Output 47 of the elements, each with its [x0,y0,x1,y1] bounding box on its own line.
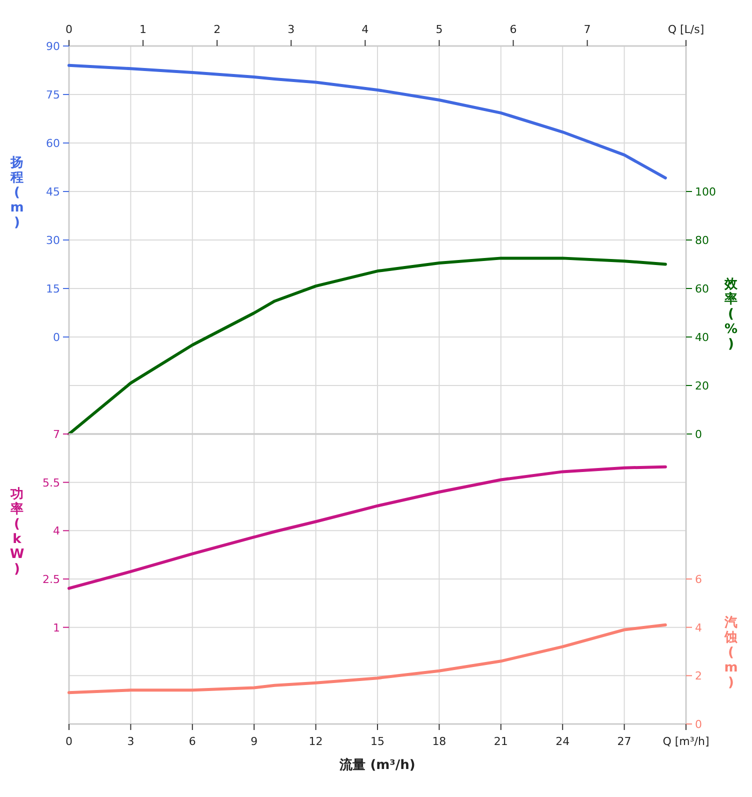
y2-tick-label: 2 [695,670,702,683]
x-tick-label: Q [m³/h] [662,735,710,748]
x-tick-label: 6 [188,735,196,748]
y-tick-label: 0 [53,331,60,344]
y-tick-label: 7 [53,428,60,441]
y-tick-label: 75 [46,88,60,102]
x-tick-label: 12 [308,735,323,748]
x2-tick-label: 7 [584,23,591,36]
x-tick-label: 9 [250,735,258,748]
x-tick-label: 27 [617,735,632,748]
x-tick-label: 15 [370,735,384,748]
x-tick-label: 24 [556,735,570,748]
y-axis-title: 扬程 (m) [10,156,24,230]
y2-tick-label: 20 [695,380,709,392]
y2-tick-label: 6 [695,573,702,586]
y-tick-label: 2.5 [42,573,60,586]
y-tick-label: 45 [46,186,60,198]
x2-tick-label: 6 [510,23,517,36]
y2-axis-title: 汽蚀 (m) [724,616,738,690]
x2-tick-label: 3 [288,23,295,36]
x2-tick-label: 5 [436,23,443,36]
y2-tick-label: 0 [695,718,702,731]
y2-tick-label: 0 [695,428,702,441]
y-tick-label: 1 [53,621,60,634]
y2-tick-label: 4 [695,621,702,634]
x2-tick-label: 2 [214,23,221,36]
y-tick-label: 30 [46,234,60,247]
x-tick-label: 18 [432,735,446,748]
x2-tick-label: Q [L/s] [668,23,704,36]
y-tick-label: 4 [53,524,60,538]
x2-tick-label: 4 [362,23,369,36]
y-tick-label: 5.5 [42,476,60,490]
x-tick-label: 0 [66,735,72,748]
y2-tick-label: 100 [695,186,716,198]
x-axis-title: 流量 (m³/h) [338,757,416,773]
y2-tick-label: 40 [695,331,709,344]
y-tick-label: 15 [46,282,60,296]
x2-tick-label: 1 [140,23,147,36]
x2-tick-label: 0 [66,23,72,36]
x-tick-label: 21 [494,735,508,748]
y-axis-title: 功率 (kW) [10,487,24,578]
y-tick-label: 90 [46,40,60,53]
y2-tick-label: 80 [695,234,709,247]
y2-axis-title: 效率 (%) [724,276,738,352]
y2-tick-label: 60 [695,282,709,296]
y-tick-label: 60 [46,137,60,150]
x-tick-label: 3 [127,735,134,748]
